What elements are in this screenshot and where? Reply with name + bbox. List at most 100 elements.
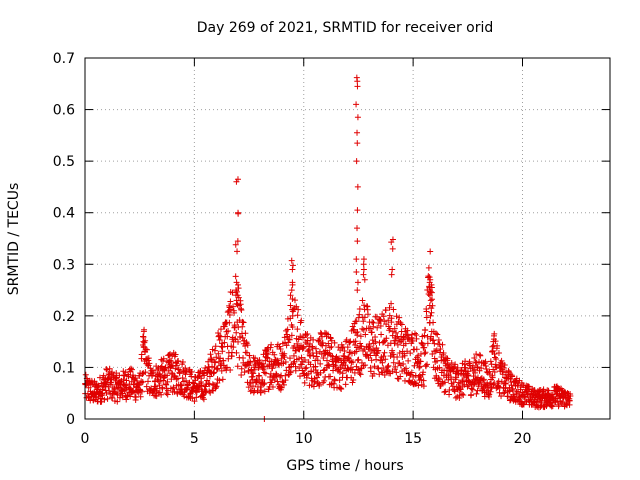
data-point (344, 344, 351, 351)
data-point (153, 385, 160, 392)
data-point (250, 370, 257, 377)
data-point (319, 339, 326, 346)
data-point (360, 326, 367, 333)
data-point (409, 337, 416, 344)
data-point (436, 364, 443, 371)
data-point (256, 372, 263, 379)
data-point (304, 337, 311, 344)
data-point (233, 349, 240, 356)
data-point (234, 238, 241, 245)
data-point (212, 359, 219, 366)
data-point (98, 395, 105, 402)
data-point (336, 369, 343, 376)
data-point (382, 307, 389, 314)
data-point (489, 348, 496, 355)
data-point (472, 369, 479, 376)
data-point (354, 129, 361, 136)
data-point (111, 385, 118, 392)
data-point (116, 394, 123, 401)
data-point (423, 308, 430, 315)
data-point (428, 309, 435, 316)
data-point (398, 321, 405, 328)
data-point (379, 359, 386, 366)
data-point (174, 375, 181, 382)
data-point (332, 362, 339, 369)
data-point (404, 327, 411, 334)
data-point (479, 377, 486, 384)
data-point (198, 382, 205, 389)
data-point (360, 256, 367, 263)
data-point (433, 347, 440, 354)
data-point (524, 391, 531, 398)
data-point (489, 343, 496, 350)
data-point (416, 372, 423, 379)
data-point (353, 269, 360, 276)
data-point (213, 354, 220, 361)
data-point (241, 369, 248, 376)
data-point (153, 393, 160, 400)
data-point (346, 339, 353, 346)
data-point (356, 311, 363, 318)
data-point (430, 319, 437, 326)
data-point (294, 326, 301, 333)
data-point (469, 386, 476, 393)
data-point (478, 365, 485, 372)
data-point (404, 332, 411, 339)
data-point (483, 365, 490, 372)
data-point (354, 238, 361, 245)
data-point (225, 328, 232, 335)
data-point (385, 362, 392, 369)
data-point (426, 292, 433, 299)
data-point (370, 319, 377, 326)
data-point (205, 380, 212, 387)
data-point (474, 364, 481, 371)
data-point (261, 388, 268, 395)
data-point (476, 351, 483, 358)
data-point (303, 332, 310, 339)
data-point (377, 322, 384, 329)
data-point (567, 392, 574, 399)
data-point (215, 329, 222, 336)
data-point (260, 381, 267, 388)
data-point (226, 312, 233, 319)
data-point (549, 403, 556, 410)
data-point (473, 351, 480, 358)
data-point (397, 320, 404, 327)
data-point (473, 390, 480, 397)
data-point (257, 384, 264, 391)
data-point (216, 377, 223, 384)
data-point (502, 380, 509, 387)
data-point (432, 348, 439, 355)
data-point (424, 361, 431, 368)
data-point (221, 339, 228, 346)
data-point (201, 389, 208, 396)
data-point (145, 378, 151, 385)
data-point (355, 356, 362, 363)
data-point (212, 384, 219, 391)
data-point (301, 357, 308, 364)
data-point (499, 371, 506, 378)
data-point (245, 384, 252, 391)
data-point (420, 377, 427, 384)
data-point (128, 366, 135, 373)
data-point (238, 365, 245, 372)
data-point (495, 349, 502, 356)
data-point (354, 183, 361, 190)
data-point (427, 333, 434, 340)
data-point (233, 329, 240, 336)
data-point (342, 362, 349, 369)
data-point (233, 297, 240, 304)
data-point (362, 331, 369, 338)
data-point (491, 330, 498, 337)
data-point (499, 368, 506, 375)
data-point (219, 376, 226, 383)
data-point (526, 383, 533, 390)
data-point (427, 297, 434, 304)
data-point (432, 330, 439, 337)
data-point (281, 354, 288, 361)
data-point (232, 287, 239, 294)
data-point (405, 357, 412, 364)
data-point (429, 296, 436, 303)
data-point (175, 358, 182, 365)
data-point (289, 262, 296, 269)
